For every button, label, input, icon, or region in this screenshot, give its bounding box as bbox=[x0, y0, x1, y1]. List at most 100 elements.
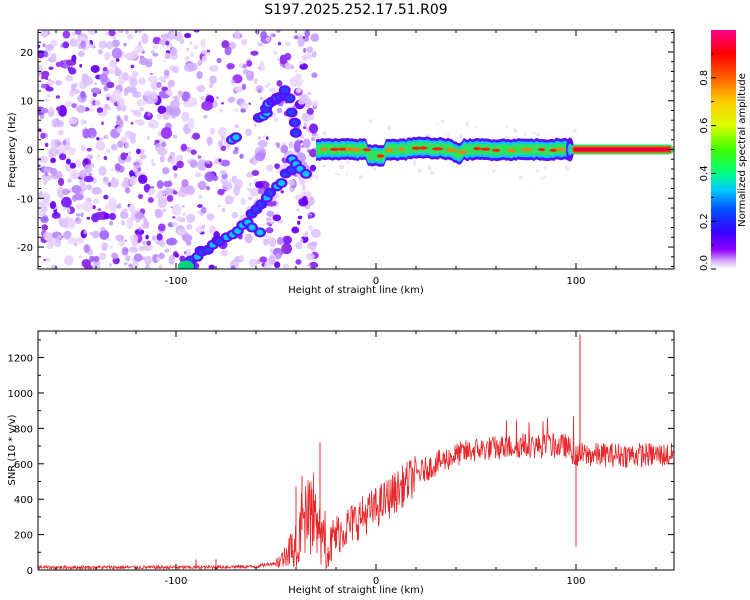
spectral-blob bbox=[138, 57, 149, 66]
spectral-blob bbox=[156, 256, 160, 261]
spectral-blob bbox=[173, 172, 178, 179]
spectral-blob bbox=[505, 126, 508, 129]
spectral-blob bbox=[287, 179, 296, 186]
spectral-blob bbox=[200, 206, 207, 214]
spectral-blob bbox=[46, 266, 50, 269]
spectral-blob bbox=[281, 243, 292, 255]
spectral-blob bbox=[73, 243, 78, 246]
carrier-peak bbox=[320, 147, 328, 151]
spectral-blob bbox=[307, 92, 312, 95]
spectral-blob bbox=[305, 253, 315, 261]
spectral-blob bbox=[46, 94, 51, 98]
spectral-blob bbox=[54, 80, 63, 86]
spectral-blob bbox=[148, 187, 156, 195]
spectral-blob bbox=[244, 233, 253, 244]
spectral-blob bbox=[265, 37, 271, 42]
spectral-blob bbox=[106, 81, 115, 89]
spectral-blob bbox=[78, 50, 85, 57]
spectrogram-ytick-label: -10 bbox=[17, 194, 33, 205]
snr-ytick-label: 200 bbox=[14, 531, 33, 542]
spectral-blob bbox=[295, 87, 302, 94]
spectral-blob bbox=[71, 184, 82, 194]
spectral-blob bbox=[166, 237, 178, 246]
carrier-peak bbox=[520, 147, 533, 152]
spectral-blob bbox=[168, 156, 173, 159]
spectral-blob bbox=[152, 254, 160, 264]
spectral-blob bbox=[168, 254, 176, 265]
spectral-blob bbox=[112, 36, 117, 40]
spectral-blob bbox=[111, 252, 119, 260]
spectral-blob bbox=[45, 257, 51, 263]
spectral-blob bbox=[134, 211, 144, 220]
snr-ytick-label: 1200 bbox=[8, 354, 33, 365]
spectral-blob bbox=[186, 224, 193, 231]
spectral-blob bbox=[129, 109, 135, 113]
snr-ytick-label: 600 bbox=[14, 460, 33, 471]
spectral-blob bbox=[157, 131, 162, 137]
spectral-blob bbox=[50, 52, 57, 62]
spectral-blob bbox=[305, 52, 313, 60]
spectral-blob bbox=[273, 51, 278, 54]
spectral-blob bbox=[240, 101, 249, 110]
spectral-blob bbox=[105, 94, 110, 98]
spectral-blob bbox=[232, 74, 243, 84]
spectral-blob bbox=[136, 30, 143, 33]
spectral-blob bbox=[45, 86, 54, 92]
spectral-blob bbox=[60, 60, 64, 66]
snr-ytick-label: 400 bbox=[14, 495, 33, 506]
spectral-blob bbox=[270, 220, 275, 225]
spectral-blob bbox=[276, 236, 284, 245]
spectral-blob bbox=[298, 61, 304, 65]
spectral-blob bbox=[429, 171, 434, 175]
spectral-blob bbox=[69, 169, 80, 180]
spectral-blob bbox=[48, 147, 59, 157]
spectral-blob bbox=[197, 180, 207, 191]
spectral-blob bbox=[64, 255, 74, 266]
spectral-blob bbox=[209, 82, 213, 89]
spectral-blob bbox=[216, 96, 219, 100]
spectral-blob bbox=[109, 245, 113, 250]
spectral-blob bbox=[241, 83, 247, 91]
spectral-blob bbox=[139, 153, 147, 160]
spectral-blob bbox=[79, 64, 83, 68]
spectral-blob bbox=[158, 252, 165, 260]
spectral-blob bbox=[67, 178, 72, 183]
spectral-blob bbox=[70, 66, 73, 69]
spectral-blob bbox=[124, 239, 128, 242]
spectral-blob bbox=[89, 231, 93, 236]
spectral-blob bbox=[221, 181, 233, 191]
spectral-blob bbox=[234, 108, 239, 113]
spectral-blob bbox=[40, 30, 49, 38]
spectral-blob bbox=[62, 231, 72, 240]
spectral-blob bbox=[234, 124, 240, 129]
spectral-blob bbox=[99, 229, 110, 240]
spectral-blob bbox=[222, 207, 226, 212]
spectral-blob bbox=[427, 166, 432, 171]
spectral-blob bbox=[51, 212, 61, 219]
spectral-blob bbox=[295, 73, 302, 80]
spectral-blob bbox=[159, 155, 165, 163]
spectral-blob bbox=[386, 125, 392, 131]
spectral-blob bbox=[104, 204, 109, 210]
spectral-blob bbox=[170, 156, 178, 166]
spectral-blob bbox=[82, 128, 90, 139]
arc-blob-core bbox=[215, 238, 223, 245]
spectral-blob bbox=[251, 170, 260, 177]
spectrogram-xtick-label: -100 bbox=[165, 276, 188, 287]
spectral-blob bbox=[123, 42, 127, 47]
spectral-blob bbox=[174, 253, 180, 258]
spectral-blob bbox=[219, 108, 223, 113]
spectral-blob bbox=[80, 40, 86, 49]
spectral-blob bbox=[491, 169, 496, 173]
spectral-blob bbox=[274, 163, 280, 169]
spectral-blob bbox=[250, 50, 259, 56]
spectral-blob bbox=[217, 188, 225, 196]
spectral-blob bbox=[196, 71, 203, 80]
spectral-blob bbox=[179, 217, 186, 223]
spectral-blob bbox=[130, 64, 135, 69]
spectral-blob bbox=[296, 81, 303, 87]
spectral-blob bbox=[111, 47, 123, 59]
spectral-blob bbox=[295, 194, 301, 201]
spectral-blob bbox=[535, 132, 540, 137]
spectral-blob bbox=[201, 55, 208, 63]
